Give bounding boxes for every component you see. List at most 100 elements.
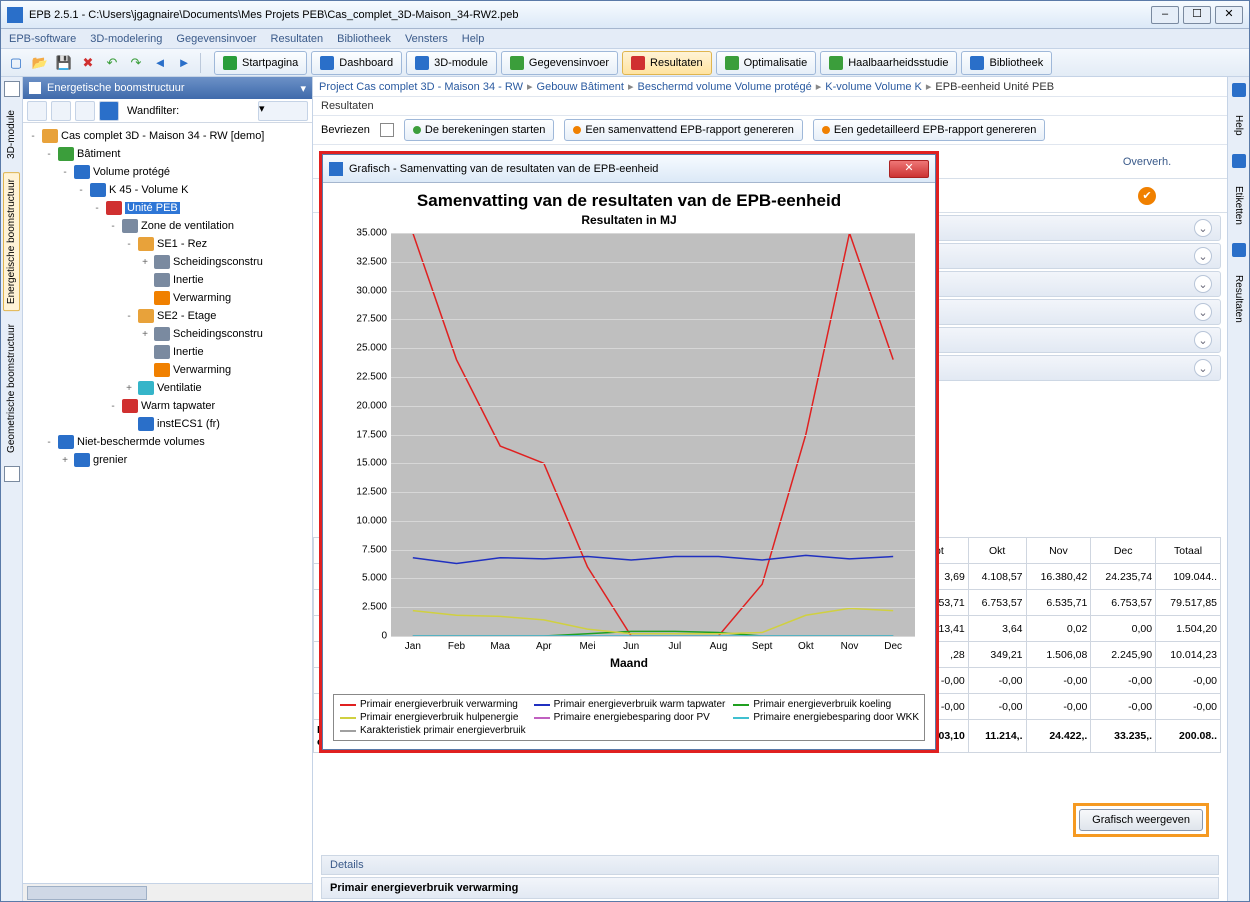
- redo-icon[interactable]: ↷: [125, 52, 147, 74]
- tree-node[interactable]: +Scheidingsconstru: [23, 253, 312, 271]
- right-tab-Help[interactable]: Help: [1231, 109, 1246, 142]
- left-tab-3D-module[interactable]: 3D-module: [3, 103, 20, 166]
- window-title: EPB 2.5.1 - C:\Users\jgagnaire\Documents…: [29, 9, 1151, 21]
- dialog-close-button[interactable]: ✕: [889, 160, 929, 178]
- ytick: 20.000: [333, 400, 387, 411]
- menu-resultaten[interactable]: Resultaten: [271, 33, 324, 45]
- undo-icon[interactable]: ↶: [101, 52, 123, 74]
- tree-node[interactable]: +Scheidingsconstru: [23, 325, 312, 343]
- fwd-icon[interactable]: ►: [173, 52, 195, 74]
- page-subtitle: Resultaten: [313, 97, 1227, 115]
- maximize-button[interactable]: ☐: [1183, 6, 1211, 24]
- tree-node[interactable]: -K 45 - Volume K: [23, 181, 312, 199]
- ytick: 2.500: [333, 602, 387, 613]
- back-icon[interactable]: ◄: [149, 52, 171, 74]
- legend-item: Primair energieverbruik hulpenergie: [340, 712, 526, 723]
- legend-item: Karakteristiek primair energieverbruik: [340, 725, 526, 736]
- dialog-highlight: Grafisch - Samenvatting van de resultate…: [319, 151, 939, 753]
- details-bar[interactable]: Details: [321, 855, 1219, 875]
- tree-node[interactable]: +Ventilatie: [23, 379, 312, 397]
- invoer-button[interactable]: Gegevensinvoer: [501, 51, 618, 75]
- app-icon: [7, 7, 23, 23]
- chart-title: Samenvatting van de resultaten van de EP…: [333, 191, 925, 211]
- tree-node[interactable]: -Zone de ventilation: [23, 217, 312, 235]
- tree-node[interactable]: Inertie: [23, 343, 312, 361]
- ytick: 32.500: [333, 256, 387, 267]
- over-warn-icon: ✔: [1138, 187, 1156, 205]
- tree-tb-btn3[interactable]: [75, 101, 95, 121]
- optim-button[interactable]: Optimalisatie: [716, 51, 817, 75]
- dashboard-button[interactable]: Dashboard: [311, 51, 402, 75]
- tree-node[interactable]: -Warm tapwater: [23, 397, 312, 415]
- close-button[interactable]: ✕: [1215, 6, 1243, 24]
- tree-node[interactable]: Verwarming: [23, 289, 312, 307]
- tree-node[interactable]: -SE1 - Rez: [23, 235, 312, 253]
- right-tab-Etiketten[interactable]: Etiketten: [1231, 180, 1246, 231]
- chart: Maand 02.5005.0007.50010.00012.50015.000…: [333, 231, 925, 694]
- save-icon[interactable]: 💾: [53, 52, 75, 74]
- crumb-2[interactable]: Beschermd volume Volume protégé: [637, 81, 811, 93]
- menu-3d-modelering[interactable]: 3D-modelering: [90, 33, 162, 45]
- tree-tb-btn1[interactable]: [27, 101, 47, 121]
- tree-node[interactable]: -Niet-beschermde volumes: [23, 433, 312, 451]
- grafisch-button[interactable]: Grafisch weergeven: [1079, 809, 1203, 831]
- tree-node[interactable]: -SE2 - Etage: [23, 307, 312, 325]
- toolbar: ▢📂💾✖↶↷◄► StartpaginaDashboard3D-moduleGe…: [1, 49, 1249, 77]
- minimize-button[interactable]: –: [1151, 6, 1179, 24]
- summary-report-button[interactable]: Een samenvattend EPB-rapport genereren: [564, 119, 803, 141]
- ytick: 5.000: [333, 573, 387, 584]
- left-toggle2-icon[interactable]: [4, 466, 20, 482]
- left-tab-Geometrisc[interactable]: Geometrische boomstructuur: [3, 317, 20, 460]
- delete-icon[interactable]: ✖: [77, 52, 99, 74]
- tree-node[interactable]: +grenier: [23, 451, 312, 469]
- tree-node[interactable]: -Cas complet 3D - Maison 34 - RW [demo]: [23, 127, 312, 145]
- crumb-0[interactable]: Project Cas complet 3D - Maison 34 - RW: [319, 81, 523, 93]
- xtick: Aug: [700, 641, 738, 652]
- tree-node[interactable]: Verwarming: [23, 361, 312, 379]
- start-button[interactable]: Startpagina: [214, 51, 307, 75]
- ytick: 0: [333, 631, 387, 642]
- bevriezen-checkbox[interactable]: [380, 123, 394, 137]
- menu-vensters[interactable]: Vensters: [405, 33, 448, 45]
- tree-node[interactable]: instECS1 (fr): [23, 415, 312, 433]
- tree-node[interactable]: Inertie: [23, 271, 312, 289]
- 3d-button[interactable]: 3D-module: [406, 51, 497, 75]
- xtick: Okt: [787, 641, 825, 652]
- details-sub[interactable]: Primair energieverbruik verwarming: [321, 877, 1219, 899]
- result-button[interactable]: Resultaten: [622, 51, 712, 75]
- right-tab-Resultaten[interactable]: Resultaten: [1231, 269, 1246, 329]
- app-window: EPB 2.5.1 - C:\Users\jgagnaire\Documents…: [0, 0, 1250, 902]
- haal-button[interactable]: Haalbaarheidsstudie: [820, 51, 957, 75]
- action-bar: Bevriezen De berekeningen starten Een sa…: [313, 115, 1227, 145]
- open-icon[interactable]: 📂: [29, 52, 51, 74]
- bevriezen-label: Bevriezen: [321, 124, 370, 136]
- detail-report-button[interactable]: Een gedetailleerd EPB-rapport genereren: [813, 119, 1045, 141]
- calc-button[interactable]: De berekeningen starten: [404, 119, 554, 141]
- menu-bibliotheek[interactable]: Bibliotheek: [337, 33, 391, 45]
- xtick: Dec: [874, 641, 912, 652]
- new-icon[interactable]: ▢: [5, 52, 27, 74]
- tree-hscroll[interactable]: [23, 883, 312, 901]
- legend-item: Primair energieverbruik verwarming: [340, 699, 526, 710]
- tree-node[interactable]: -Bâtiment: [23, 145, 312, 163]
- wandfilter-dropdown[interactable]: ▾: [258, 101, 308, 121]
- ytick: 7.500: [333, 544, 387, 555]
- tree-node[interactable]: -Unité PEB: [23, 199, 312, 217]
- tree-node[interactable]: -Volume protégé: [23, 163, 312, 181]
- ytick: 22.500: [333, 371, 387, 382]
- bib-button[interactable]: Bibliotheek: [961, 51, 1052, 75]
- menu-help[interactable]: Help: [462, 33, 485, 45]
- left-toggle-icon[interactable]: [4, 81, 20, 97]
- tree-title-chevron-icon[interactable]: ▾: [300, 82, 306, 95]
- crumb-3[interactable]: K-volume Volume K: [825, 81, 922, 93]
- crumb-1[interactable]: Gebouw Bâtiment: [537, 81, 624, 93]
- tree-tb-btn2[interactable]: [51, 101, 71, 121]
- menu-epb-software[interactable]: EPB-software: [9, 33, 76, 45]
- grafisch-highlight: Grafisch weergeven: [1073, 803, 1209, 837]
- tree-tb-btn4[interactable]: [99, 101, 119, 121]
- titlebar: EPB 2.5.1 - C:\Users\jgagnaire\Documents…: [1, 1, 1249, 29]
- left-tab-Energetisc[interactable]: Energetische boomstructuur: [3, 172, 20, 311]
- legend-item: Primaire energiebesparing door PV: [534, 712, 726, 723]
- legend-item: Primair energieverbruik warm tapwater: [534, 699, 726, 710]
- menu-gegevensinvoer[interactable]: Gegevensinvoer: [176, 33, 256, 45]
